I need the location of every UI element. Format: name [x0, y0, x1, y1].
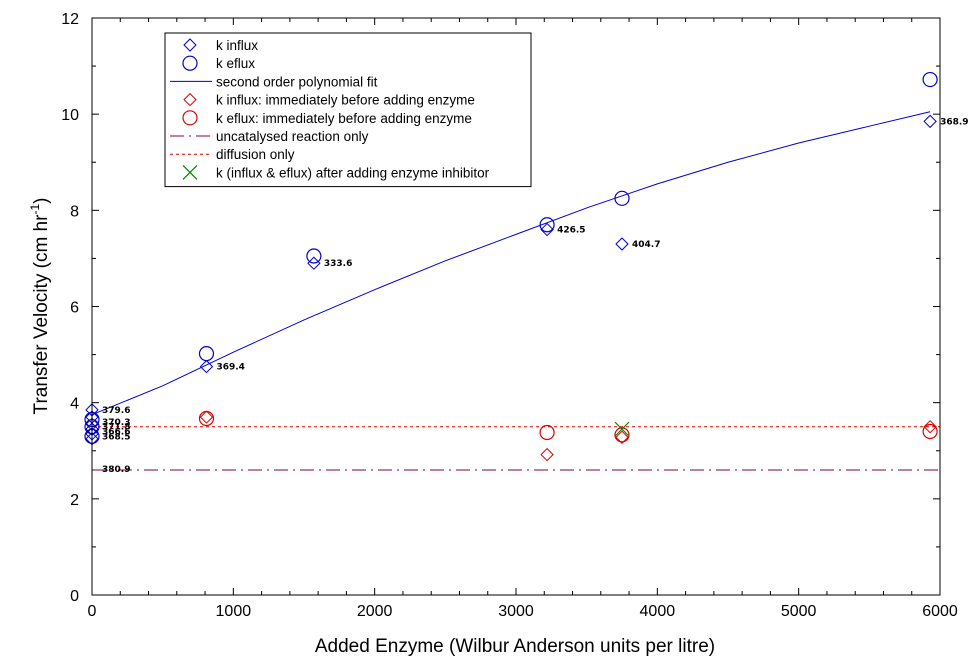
data-point-k-eflux-immediately-before-adding-enzyme [539, 424, 555, 441]
x-tick-label: 4000 [640, 603, 676, 620]
x-tick-label: 3000 [498, 603, 534, 620]
data-point-k-influx [923, 114, 937, 129]
data-point-k-eflux-immediately-before-adding-enzyme [614, 427, 630, 443]
legend-entry: k eflux [216, 56, 255, 71]
y-axis-title-main: Transfer Velocity (cm hr [31, 214, 52, 415]
plot-lines [91, 111, 940, 471]
y-tick-label: 8 [70, 203, 79, 220]
x-axis-title: Added Enzyme (Wilbur Anderson units per … [315, 636, 715, 657]
data-point-k-eflux [922, 71, 938, 88]
legend-symbol [183, 38, 197, 52]
data-point-k-eflux [614, 190, 630, 206]
legend: k influx k eflux second order polynomial f… [164, 32, 532, 188]
data-point-k-influx-immediately-before-adding-enzyme [923, 420, 937, 434]
y-axis-title-sup: -1 [28, 204, 42, 215]
y-tick-label: 10 [61, 107, 79, 124]
point-label: 366.6 [102, 428, 130, 438]
data-point-k-influx-immediately-before-adding-enzyme [540, 447, 554, 462]
point-label: 379.6 [102, 406, 130, 416]
legend-symbol [182, 164, 198, 180]
point-label: 368.5 [102, 432, 130, 442]
y-tick-label: 12 [61, 11, 79, 28]
y-tick-label: 2 [70, 492, 79, 509]
x-tick-label: 2000 [357, 603, 393, 620]
data-point-k-influx-immediately-before-adding-enzyme [615, 430, 629, 444]
point-label: 371.8 [102, 423, 130, 433]
data-point-k-influx-immediately-before-adding-enzyme [199, 410, 214, 424]
data-point-k-eflux [306, 248, 322, 264]
y-tick-label: 0 [70, 588, 79, 605]
y-axis-title: Transfer Velocity (cm hr-1) [28, 198, 52, 415]
legend-symbol [182, 110, 198, 126]
y-tick-label: 4 [70, 396, 79, 413]
data-point-k-influx [540, 222, 554, 237]
data-point-k-influx [615, 237, 629, 251]
x-tick-label: 0 [88, 603, 97, 620]
axes: 0 1000 2000 3000 4000 5000 6000 0 2 4 6 8 10 12 [61, 11, 958, 620]
legend-symbol [182, 55, 198, 71]
data-point-k-influx-eflux-after-adding-enzyme-inhibitor [614, 421, 630, 437]
legend-entry: uncatalysed reaction only [216, 129, 369, 144]
cross-stroke [182, 164, 198, 180]
legend-symbol [183, 92, 197, 107]
y-tick-label: 6 [70, 300, 79, 317]
x-tick-label: 5000 [781, 603, 817, 620]
data-point-k-eflux [198, 346, 215, 362]
point-label: 426.5 [557, 226, 585, 236]
point-label: 368.9 [940, 117, 968, 127]
legend-entry: k (influx & eflux) after adding enzyme i… [216, 165, 490, 180]
x-tick-label: 1000 [216, 603, 252, 620]
data-point-k-eflux-immediately-before-adding-enzyme [922, 423, 938, 440]
legend-entry: k influx [216, 38, 258, 53]
data-point-k-eflux [539, 217, 555, 233]
point-label: 380.9 [102, 465, 130, 475]
legend-entry: k eflux: immediately before adding enzym… [216, 111, 472, 126]
legend-box [164, 32, 532, 188]
series-line-second-order-polynomial-fit [91, 111, 931, 416]
legend-entry: second order polynomial fit [216, 74, 378, 89]
point-label: 369.4 [216, 363, 244, 373]
data-point-k-influx [199, 359, 214, 374]
point-label: 370.3 [102, 418, 130, 428]
cross-stroke [614, 421, 630, 437]
x-tick-label: 6000 [922, 603, 958, 620]
data-point-k-eflux-immediately-before-adding-enzyme [198, 410, 215, 427]
point-label: 333.6 [324, 259, 352, 269]
legend-entry: k influx: immediately before adding enzy… [216, 93, 475, 108]
plot-markers [84, 71, 938, 462]
y-axis-title-close: ) [31, 198, 52, 204]
point-label: 404.7 [632, 240, 660, 250]
legend-entry: diffusion only [216, 147, 295, 162]
